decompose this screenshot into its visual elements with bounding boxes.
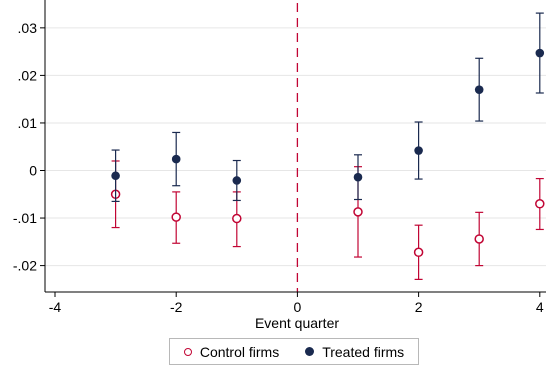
tick-labels: -.02 -.01 0 .01 .02 .03 -4 -2 0 2 4 [13, 20, 544, 315]
control-point [171, 191, 181, 244]
legend-entry-treated: Treated firms [305, 344, 404, 360]
data-point-marker [413, 247, 424, 258]
axes [40, 0, 546, 297]
data-point-marker [474, 234, 484, 244]
data-marks [110, 12, 545, 280]
y-tick-label: 0 [29, 163, 37, 179]
treated-point [474, 57, 484, 122]
y-tick-label: -.02 [13, 258, 37, 274]
treated-point [111, 149, 120, 203]
legend-entry-control: Control firms [183, 343, 280, 360]
y-tick-label: -.01 [13, 210, 37, 226]
legend: Control firms Treated firms [169, 338, 419, 365]
y-tick-label: .02 [18, 67, 38, 83]
hollow-circle-icon [183, 347, 192, 356]
solid-circle-icon [305, 347, 315, 356]
y-tick-label: .03 [18, 20, 38, 36]
x-tick-label: -4 [49, 299, 62, 315]
data-point-marker [171, 212, 181, 222]
data-point-marker [111, 171, 120, 181]
data-point-marker [232, 213, 242, 224]
data-point-marker [353, 172, 363, 182]
data-point-marker [474, 85, 484, 94]
control-point [474, 211, 484, 267]
treated-point [414, 121, 423, 180]
treated-point [353, 154, 363, 201]
data-point-marker [535, 199, 545, 209]
data-point-marker [535, 48, 545, 58]
control-point [413, 224, 424, 280]
treated-point [171, 131, 181, 187]
x-axis-label: Event quarter [255, 315, 339, 331]
legend-label-control: Control firms [199, 343, 280, 360]
legend-label-treated: Treated firms [322, 343, 405, 360]
y-gridlines [45, 27, 546, 267]
x-tick-label: -2 [170, 299, 183, 315]
data-point-marker [232, 176, 242, 185]
x-tick-label: 4 [536, 299, 544, 315]
data-point-marker [414, 146, 423, 155]
y-tick-label: .01 [18, 115, 38, 131]
x-tick-label: 2 [415, 299, 423, 315]
treated-point [232, 159, 242, 202]
data-point-marker [171, 154, 181, 164]
control-point [535, 177, 545, 231]
treated-point [535, 12, 545, 94]
x-tick-label: 0 [294, 299, 302, 315]
data-point-marker [353, 207, 363, 217]
